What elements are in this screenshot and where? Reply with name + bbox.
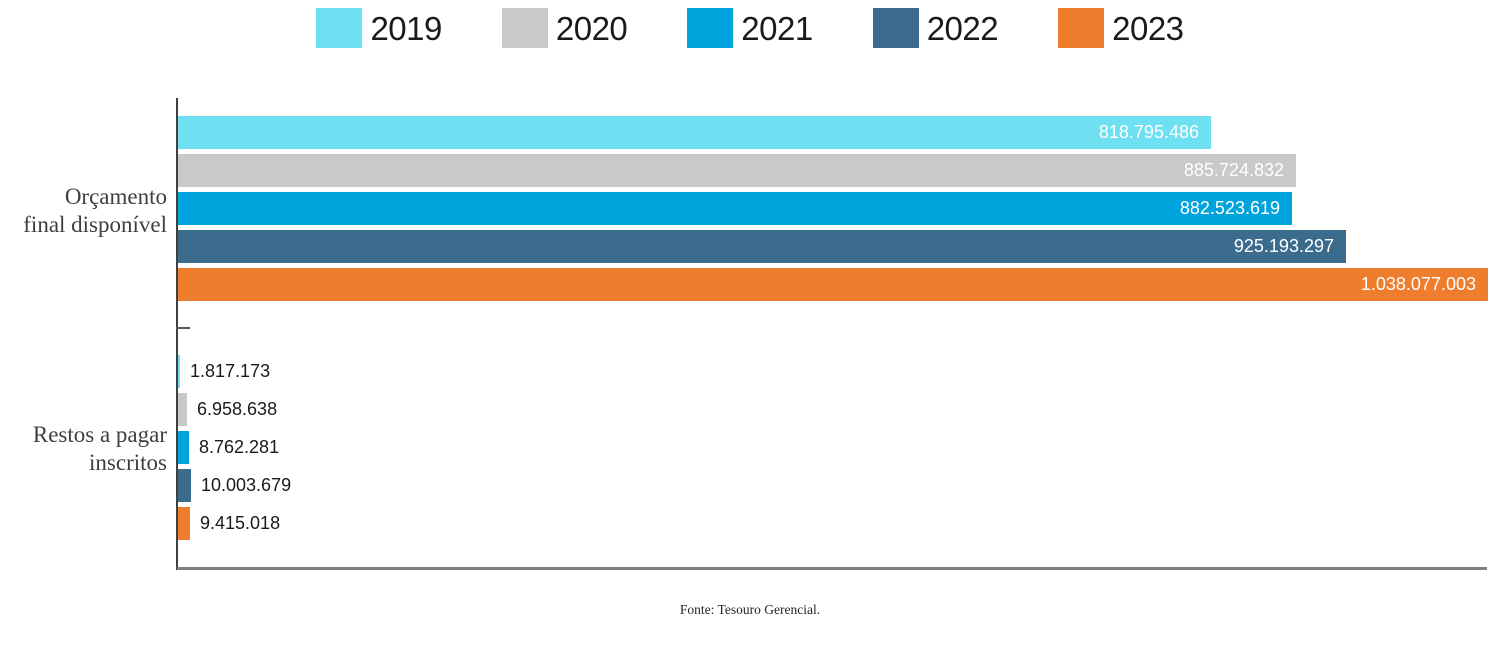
category-label-line: Orçamento [64, 184, 167, 209]
y-axis-line [176, 98, 178, 570]
bar-2023-category-1 [178, 507, 190, 540]
category-label-line: final disponível [23, 212, 167, 237]
bar-2022-category-0: 925.193.297 [178, 230, 1346, 263]
bar-value-label: 885.724.832 [1183, 160, 1284, 180]
legend-label: 2020 [555, 9, 628, 47]
legend-swatch-2020 [501, 8, 548, 48]
legend-swatch-2019 [316, 8, 363, 48]
legend-item-2022: 2022 [872, 8, 999, 48]
bar-value-label: 8.762.281 [199, 437, 280, 457]
category-label-line: Restos a pagar [32, 422, 167, 447]
legend-item-2019: 2019 [316, 8, 442, 48]
plot-area: 818.795.486 885.724.832 882.523.619 925.193… [176, 98, 1488, 570]
legend-label: 2021 [741, 9, 813, 47]
x-axis-line [177, 567, 1487, 570]
category-label-restos-a-pagar-inscritos: Restos a pagar inscritos [0, 421, 167, 477]
chart-legend: 2019 2020 2021 2022 2023 [0, 8, 1500, 48]
bar-value-label: 1.038.077.003 [1360, 274, 1476, 294]
legend-swatch-2022 [872, 8, 919, 48]
category-label-line: inscritos [89, 450, 167, 475]
bar-value-label: 882.523.619 [1179, 198, 1280, 218]
legend-label: 2022 [926, 9, 999, 47]
legend-item-2020: 2020 [501, 8, 628, 48]
bar-2020-category-0: 885.724.832 [178, 154, 1296, 187]
bar-value-label: 6.958.638 [197, 399, 278, 419]
legend-label: 2023 [1112, 9, 1184, 47]
bar-2022-category-1 [178, 469, 191, 502]
bar-value-label: 1.817.173 [190, 361, 271, 381]
bar-2023-category-0: 1.038.077.003 [178, 268, 1488, 301]
legend-swatch-2023 [1058, 8, 1105, 48]
bar-2020-category-1 [178, 393, 187, 426]
bar-value-label: 925.193.297 [1233, 236, 1334, 256]
source-note: Fonte: Tesouro Gerencial. [679, 602, 821, 617]
legend-label: 2019 [370, 9, 442, 47]
bar-2021-category-0: 882.523.619 [178, 192, 1292, 225]
bar-2019-category-1 [178, 355, 180, 388]
legend-item-2023: 2023 [1058, 8, 1184, 48]
bar-value-label: 9.415.018 [200, 513, 281, 533]
category-divider-tick [176, 327, 190, 329]
category-label-orcamento-final-disponivel: Orçamento final disponível [0, 183, 167, 239]
bar-value-label: 818.795.486 [1098, 122, 1199, 142]
bar-2021-category-1 [178, 431, 189, 464]
legend-item-2021: 2021 [687, 8, 813, 48]
bar-value-label: 10.003.679 [201, 475, 292, 495]
bar-2019-category-0: 818.795.486 [178, 116, 1211, 149]
legend-swatch-2021 [687, 8, 734, 48]
